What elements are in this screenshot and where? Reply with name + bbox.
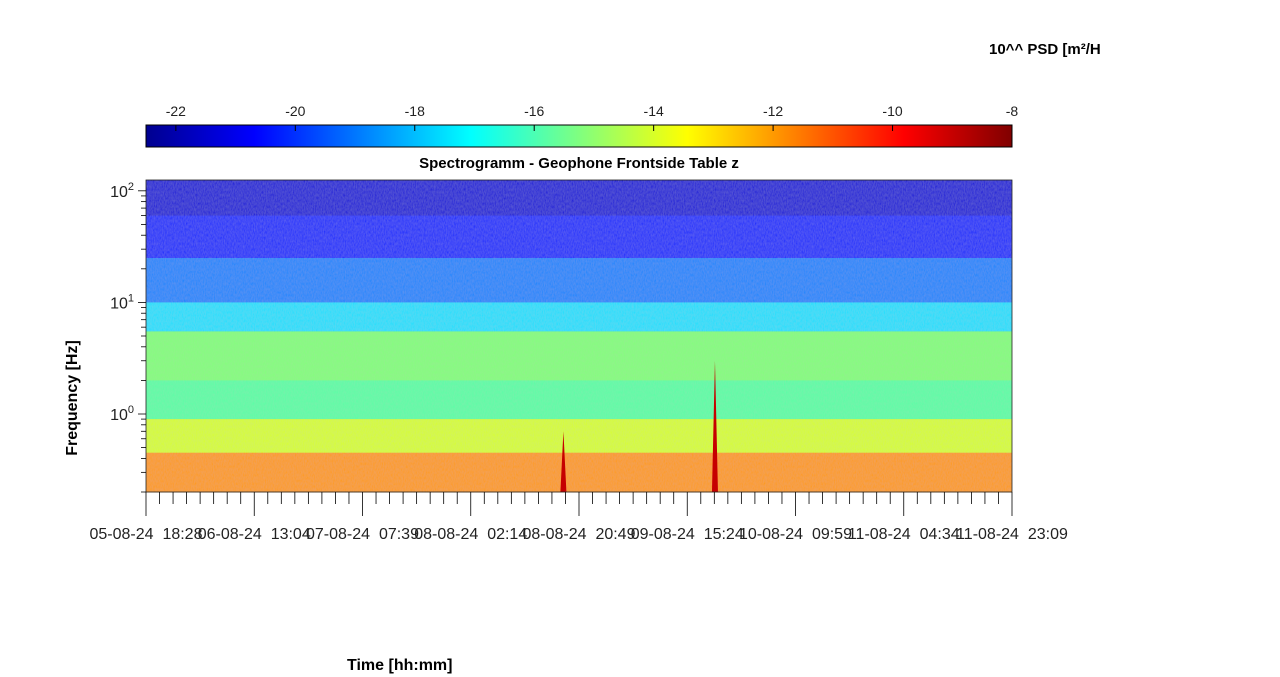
x-tick-label: 05-08-24 18:28 (90, 526, 203, 543)
colorbar-tick-label: -8 (1006, 103, 1019, 119)
colorbar: -22 -20 -18 -16 -14 -12 -10 -8 (145, 103, 1019, 148)
colorbar-tick-label: -12 (763, 103, 783, 119)
transient-event (560, 431, 567, 492)
x-tick-label: 06-08-24 13:04 (198, 526, 311, 543)
x-tick-label: 09-08-24 15:24 (631, 526, 744, 543)
colorbar-tick-label: -18 (405, 103, 425, 119)
x-tick-label: 11-08-24 04:34 (848, 526, 960, 543)
chart-title: Spectrogramm - Geophone Frontside Table … (419, 155, 739, 172)
colorbar-gradient (145, 124, 1013, 148)
spectrogram-band (146, 258, 1012, 303)
transient-event (711, 360, 718, 492)
y-tick-label: 100 (110, 404, 134, 424)
colorbar-tick-label: -16 (524, 103, 544, 119)
colorbar-tick-label: -22 (166, 103, 186, 119)
colorbar-ticks: -22 -20 -18 -16 -14 -12 -10 -8 (166, 103, 1019, 131)
spectrogram-events (560, 360, 718, 492)
x-tick-label: 07-08-24 07:39 (306, 526, 419, 543)
colorbar-tick-label: -10 (882, 103, 902, 119)
x-axis-label: Time [hh:mm] (347, 657, 453, 674)
spectrogram-band (146, 302, 1012, 332)
colorbar-label: 10^^ PSD [m²/H (989, 41, 1101, 58)
spectrogram-band (146, 215, 1012, 259)
y-tick-label: 101 (110, 292, 134, 312)
spectrogram-band (146, 452, 1012, 493)
colorbar-tick-label: -14 (644, 103, 664, 119)
spectrogram-band (146, 180, 1012, 217)
spectrogram-band (146, 419, 1012, 454)
x-tick-label: 10-08-24 09:59 (739, 526, 852, 543)
spectrogram-bands (146, 180, 1012, 493)
spectrogram-band (146, 331, 1012, 381)
x-tick-label: 11-08-24 23:09 (956, 526, 1068, 543)
x-tick-label: 08-08-24 02:14 (414, 526, 527, 543)
x-tick-label: 08-08-24 20:49 (523, 526, 636, 543)
y-axis-label: Frequency [Hz] (64, 340, 81, 456)
y-tick-label: 102 (110, 181, 134, 201)
colorbar-tick-label: -20 (285, 103, 305, 119)
y-axis: 100 101 102 (110, 181, 146, 493)
spectrogram-band (146, 380, 1012, 420)
